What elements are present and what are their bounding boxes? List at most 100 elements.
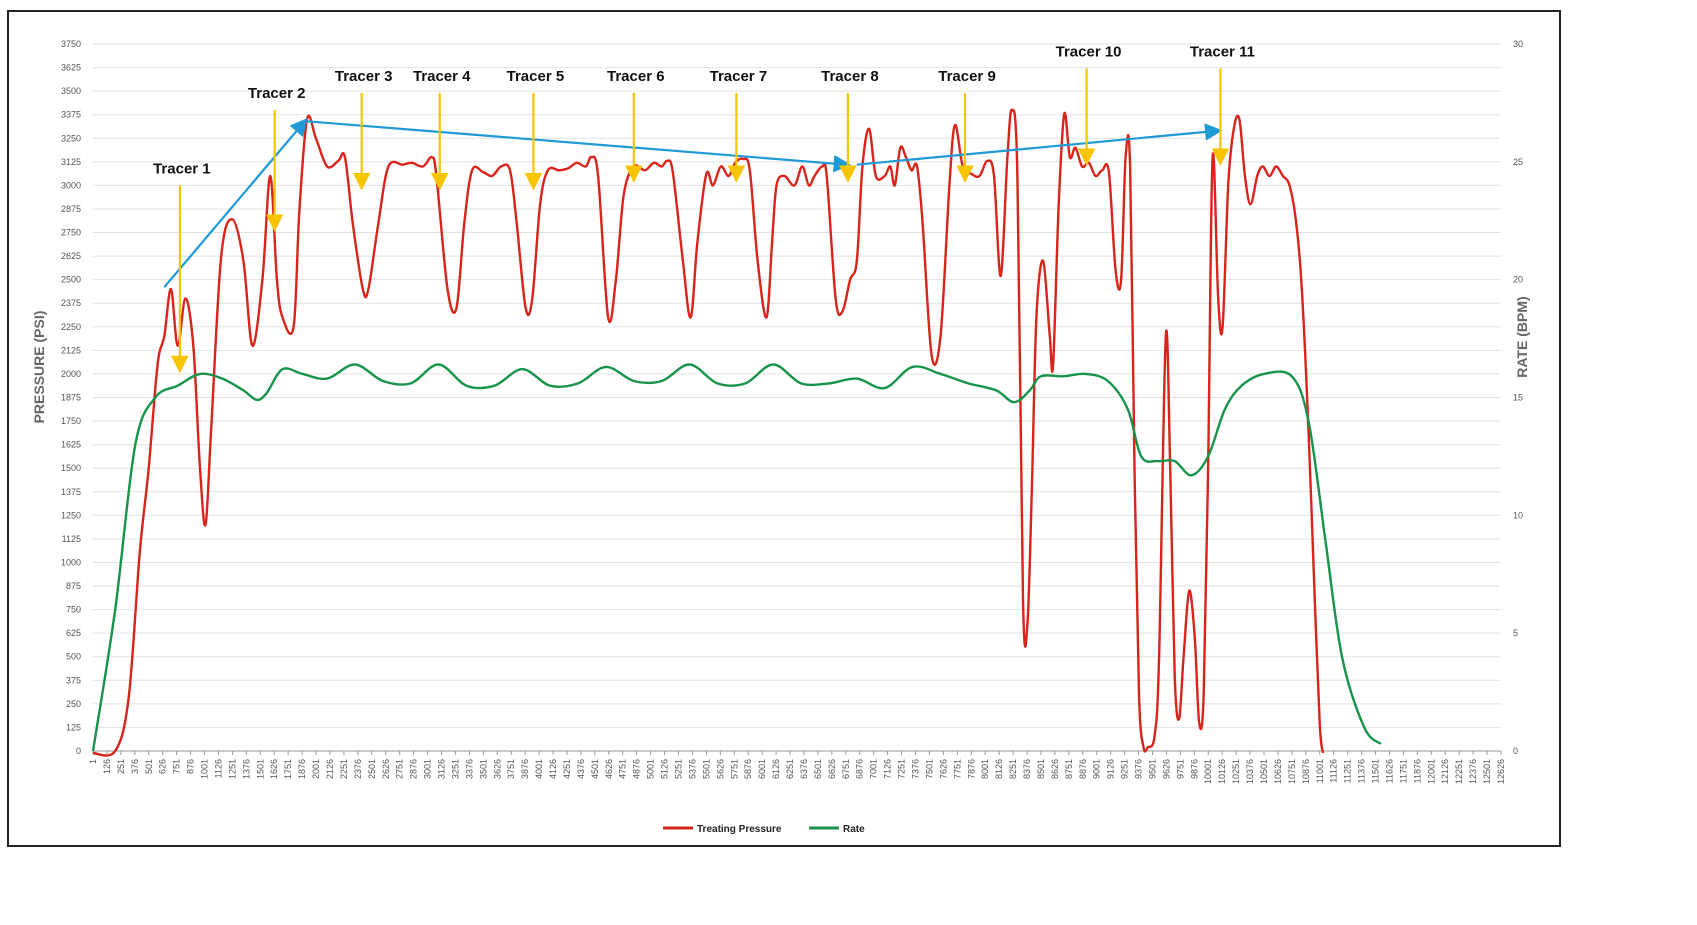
x-tick-label: 376: [130, 759, 140, 774]
y-left-tick-label: 2625: [61, 251, 81, 261]
x-tick-label: 5501: [701, 759, 711, 779]
y-left-tick-label: 3000: [61, 180, 81, 190]
legend: Treating Pressure Rate: [663, 824, 865, 835]
x-tick-label: 1876: [297, 759, 307, 779]
x-tick-label: 7001: [869, 759, 879, 779]
x-tick-label: 5126: [660, 759, 670, 779]
y-left-tick-label: 1375: [61, 487, 81, 497]
x-tick-label: 8001: [980, 759, 990, 779]
x-tick-label: 7251: [897, 759, 907, 779]
x-tick-label: 2501: [367, 759, 377, 779]
right-axis-ticks: 0 5 10 15 20 25 30: [1513, 39, 1523, 756]
x-tick-label: 251: [116, 759, 126, 774]
x-tick-label: 11251: [1343, 759, 1353, 783]
y-left-tick-label: 3750: [61, 39, 81, 49]
x-tick-label: 2001: [311, 759, 321, 779]
x-tick-label: 7501: [924, 759, 934, 779]
y-left-tick-label: 1750: [61, 416, 81, 426]
tracer-label: Tracer 9: [938, 68, 996, 85]
x-tick-label: 7376: [910, 759, 920, 779]
y-right-tick-label: 0: [1513, 746, 1518, 756]
y-right-tick-label: 30: [1513, 39, 1523, 49]
x-tick-label: 751: [172, 759, 182, 774]
x-tick-label: 8126: [994, 759, 1004, 779]
x-tick-label: 11751: [1398, 759, 1408, 783]
tracer-label: Tracer 2: [248, 85, 306, 102]
x-tick-label: 1751: [283, 759, 293, 779]
y-right-tick-label: 20: [1513, 275, 1523, 285]
tracer-label: Tracer 8: [821, 68, 879, 85]
tracer-label: Tracer 6: [607, 68, 665, 85]
x-tick-label: 3126: [437, 759, 447, 779]
x-tick-label: 11876: [1412, 759, 1422, 783]
y-right-tick-label: 25: [1513, 157, 1523, 167]
y-left-tick-label: 2500: [61, 275, 81, 285]
x-tick-label: 876: [186, 759, 196, 774]
x-tick-label: 10751: [1287, 759, 1297, 784]
y-left-tick-label: 250: [66, 699, 81, 709]
y-left-tick-label: 1000: [61, 557, 81, 567]
x-tick-label: 10876: [1301, 759, 1311, 784]
treating-pressure-line: [92, 108, 1325, 757]
x-tick-label: 3251: [450, 759, 460, 779]
y-left-tick-label: 1500: [61, 463, 81, 473]
y-right-tick-label: 5: [1513, 628, 1518, 638]
trend-arrow: [163, 117, 308, 288]
x-tick-label: 1626: [269, 759, 279, 779]
y-left-tick-label: 3500: [61, 86, 81, 96]
x-tick-label: 626: [158, 759, 168, 774]
x-tick-label: 1501: [255, 759, 265, 779]
y-left-tick-label: 375: [66, 675, 81, 685]
x-tick-label: 10001: [1203, 759, 1213, 784]
x-tick-label: 9376: [1134, 759, 1144, 779]
tracer-label: Tracer 1: [153, 160, 211, 177]
x-tick-label: 3501: [478, 759, 488, 779]
x-tick-label: 9001: [1092, 759, 1102, 779]
y-left-tick-label: 2250: [61, 322, 81, 332]
x-tick-label: 12251: [1454, 759, 1464, 784]
x-tick-label: 6251: [785, 759, 795, 779]
x-tick-label: 2751: [395, 759, 405, 779]
left-axis-ticks: 0 125 250 375 500 625 750 875 1000 1125 1250 1375 15…: [61, 39, 81, 756]
y-left-tick-label: 500: [66, 652, 81, 662]
x-tick-label: 8501: [1036, 759, 1046, 779]
y-left-tick-label: 2375: [61, 298, 81, 308]
y-left-tick-label: 1875: [61, 393, 81, 403]
x-tick-label: 9751: [1175, 759, 1185, 779]
y-left-tick-label: 875: [66, 581, 81, 591]
x-tick-label: 11376: [1357, 759, 1367, 783]
y-left-tick-label: 3625: [61, 63, 81, 73]
y-left-tick-label: 1250: [61, 510, 81, 520]
tracer-label: Tracer 10: [1056, 44, 1122, 61]
tracer-label: Tracer 7: [710, 68, 768, 85]
x-tick-label: 4251: [562, 759, 572, 779]
series: [91, 108, 1382, 757]
y-left-tick-label: 0: [76, 746, 81, 756]
x-tick-label: 11501: [1371, 759, 1381, 783]
annotations: Tracer 1 Tracer 2 Tracer 3 Tracer 4 Tracer 5…: [153, 44, 1255, 374]
x-tick-label: 9876: [1189, 759, 1199, 779]
x-tick-label: 7876: [966, 759, 976, 779]
x-tick-label: 8876: [1078, 759, 1088, 779]
x-tick-label: 4626: [604, 759, 614, 779]
x-tick-label: 8751: [1064, 759, 1074, 779]
x-tick-label: 8626: [1050, 759, 1060, 779]
x-tick-label: 5751: [729, 759, 739, 779]
x-tick-label: 10501: [1259, 759, 1269, 784]
x-tick-label: 1376: [241, 759, 251, 779]
x-tick-label: 8251: [1008, 759, 1018, 779]
x-tick-label: 126: [102, 759, 112, 774]
y-left-tick-label: 2000: [61, 369, 81, 379]
y-right-tick-label: 10: [1513, 510, 1523, 520]
x-tick-label: 12126: [1440, 759, 1450, 784]
x-tick-label: 6501: [813, 759, 823, 779]
x-tick-label: 4501: [590, 759, 600, 779]
x-tick-label: 2876: [409, 759, 419, 779]
x-tick-label: 1: [88, 759, 98, 764]
y-right-tick-label: 15: [1513, 393, 1523, 403]
x-tick-label: 10626: [1273, 759, 1283, 784]
x-tick-label: 2626: [381, 759, 391, 779]
x-tick-label: 7126: [883, 759, 893, 779]
pressure-rate-chart: 0125250375500625750875100011251250137515…: [31, 39, 1530, 835]
y-left-tick-label: 750: [66, 605, 81, 615]
